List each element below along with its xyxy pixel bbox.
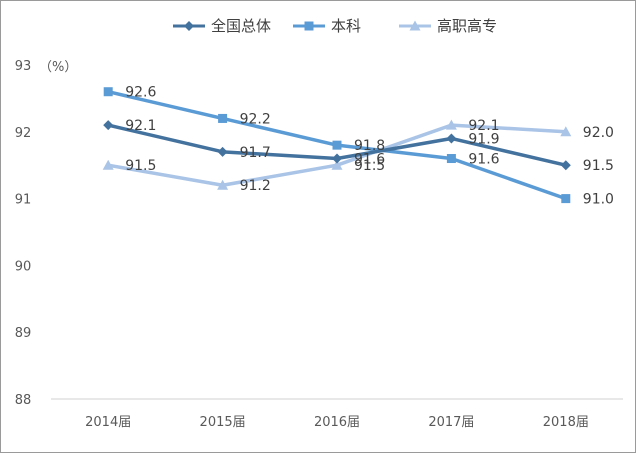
data-point bbox=[103, 87, 113, 97]
y-tick-label: 90 bbox=[15, 259, 32, 274]
data-point bbox=[217, 146, 228, 157]
legend-label: 本科 bbox=[331, 17, 361, 35]
data-label: 91.9 bbox=[468, 131, 499, 147]
data-label: 92.6 bbox=[125, 85, 156, 101]
data-label: 91.6 bbox=[354, 152, 385, 168]
data-label: 91.6 bbox=[468, 152, 499, 168]
legend-label: 全国总体 bbox=[211, 17, 271, 35]
y-tick-label: 88 bbox=[15, 393, 32, 408]
data-label: 91.5 bbox=[354, 158, 385, 174]
data-label: 92.1 bbox=[125, 118, 156, 134]
data-label: 92.1 bbox=[468, 118, 499, 134]
data-point bbox=[103, 120, 114, 131]
data-point bbox=[560, 160, 571, 171]
data-label: 91.0 bbox=[583, 192, 614, 208]
data-point bbox=[102, 159, 114, 170]
legend: 全国总体 本科 高职高专 bbox=[173, 17, 497, 35]
y-tick-label: 92 bbox=[15, 126, 32, 141]
legend-marker bbox=[304, 21, 314, 31]
legend-marker bbox=[409, 20, 421, 31]
legend-marker bbox=[184, 21, 194, 31]
data-labels: 92.191.7 91.691.991.592.692.291.891.691.0… bbox=[125, 85, 614, 208]
x-tick-label: 2015届 bbox=[200, 415, 246, 430]
data-label: 92.0 bbox=[583, 125, 614, 141]
data-label: 91.8 bbox=[354, 138, 385, 154]
data-point bbox=[446, 154, 456, 164]
x-tick-label: 2017届 bbox=[428, 415, 474, 430]
y-tick-label: 91 bbox=[15, 193, 32, 208]
y-tick-label: 93 bbox=[15, 59, 32, 74]
legend-label: 高职高专 bbox=[437, 17, 497, 35]
y-axis-ticks: 88 89 90 91 92 93 bbox=[15, 59, 32, 408]
series-group bbox=[102, 87, 572, 204]
data-label: 92.2 bbox=[240, 111, 271, 127]
data-point bbox=[331, 159, 343, 170]
y-tick-label: 89 bbox=[15, 326, 32, 341]
data-point bbox=[560, 126, 572, 137]
data-point bbox=[446, 133, 457, 144]
data-point bbox=[217, 179, 229, 190]
data-label: 91.7 bbox=[240, 145, 271, 161]
data-point bbox=[332, 140, 342, 150]
x-axis-ticks: 2014届 2015届 2016届 2017届 2018届 bbox=[85, 415, 589, 430]
data-label: 91.5 bbox=[583, 158, 614, 174]
data-label: 91.5 bbox=[125, 158, 156, 174]
data-point bbox=[218, 113, 228, 123]
y-axis-unit: （%） bbox=[39, 60, 77, 75]
x-tick-label: 2014届 bbox=[85, 415, 131, 430]
data-point bbox=[561, 194, 571, 204]
x-tick-label: 2018届 bbox=[543, 415, 589, 430]
data-label: 91.2 bbox=[240, 178, 271, 194]
data-point bbox=[332, 153, 342, 164]
x-tick-label: 2016届 bbox=[314, 415, 360, 430]
data-point bbox=[445, 119, 457, 130]
